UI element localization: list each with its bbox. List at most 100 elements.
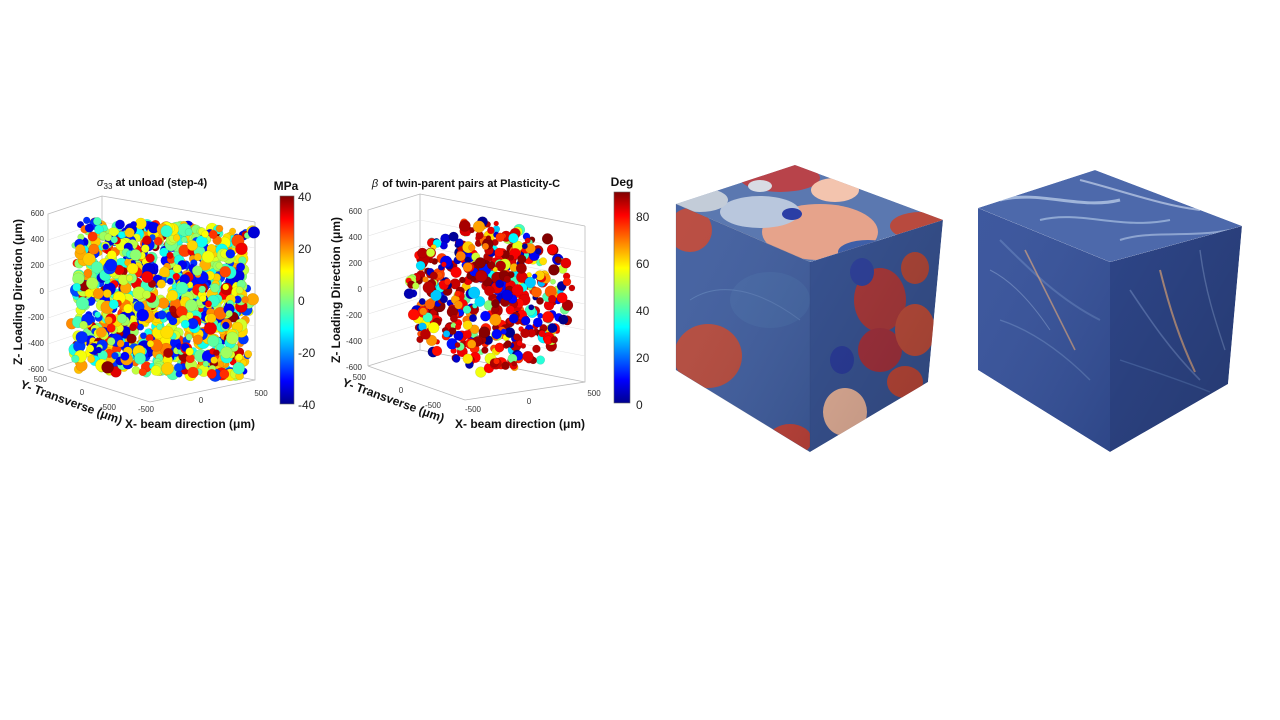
chart-2-point [483, 285, 495, 297]
chart-1-point [146, 340, 155, 348]
chart-2-title-text: of twin-parent pairs at Plasticity-C [382, 178, 560, 190]
chart-2-point [426, 248, 436, 258]
chart-2-point [458, 276, 466, 284]
chart-1-point [131, 366, 141, 375]
chart-2-point [511, 360, 518, 367]
chart-1-point [137, 323, 145, 331]
chart-2-point [511, 284, 524, 296]
chart-1-point [156, 323, 164, 331]
chart-1-point [71, 354, 80, 364]
chart-2-point [548, 294, 557, 304]
chart-2-point [449, 314, 458, 323]
chart-1-point [193, 253, 202, 262]
chart-1-point [173, 363, 183, 373]
chart-1-z-tick: 200 [31, 261, 45, 270]
chart-2-y-ticks: 500 0 -500 [353, 373, 442, 410]
chart-2-point [422, 312, 433, 323]
chart-1-point [83, 268, 93, 278]
chart-2-point [492, 266, 498, 273]
chart-2-z-tick: -200 [346, 311, 363, 320]
chart-2-point [468, 286, 481, 299]
chart-2-point [422, 276, 429, 283]
chart-2-point [467, 339, 477, 349]
chart-1-point [84, 288, 94, 298]
chart-2-point [455, 251, 466, 262]
chart-1-point [96, 326, 107, 338]
chart-1-title: σ33 at unload (step-4) [97, 177, 208, 191]
chart-1-point [136, 308, 149, 322]
chart-1-point [210, 283, 220, 293]
chart-1-point [106, 337, 116, 346]
chart-2-point [508, 313, 519, 324]
chart-1-point [163, 347, 174, 358]
chart-1-colorbar-gradient [279, 195, 295, 405]
chart-1-point [232, 362, 245, 375]
chart-2-point [558, 314, 569, 325]
chart-1-point [198, 285, 206, 294]
chart-1-point [86, 344, 95, 353]
chart-2-point [452, 354, 461, 363]
chart-2-point [493, 220, 499, 227]
chart-1-point [129, 323, 137, 332]
chart-1-point [102, 289, 112, 298]
chart-1-point [180, 319, 190, 329]
chart-2-point [561, 299, 574, 311]
chart-1-x-tick: 0 [199, 396, 204, 405]
chart-1-colorbar-tick: 40 [298, 190, 312, 204]
chart-1-point [117, 231, 126, 239]
chart-1-colorbar: MPa 40 20 0 -20 -40 [274, 179, 316, 412]
chart-1-point [94, 224, 104, 235]
chart-1-point [219, 369, 230, 380]
chart-2-point [546, 244, 558, 255]
chart-2-z-tick: 200 [349, 259, 363, 268]
chart-1-point [215, 262, 224, 270]
chart-1-point [157, 297, 170, 309]
chart-2-x-tick: 500 [587, 389, 601, 398]
chart-2-point [462, 353, 473, 364]
chart-2-point [450, 266, 462, 278]
chart-2-points [403, 216, 576, 378]
chart-2-point [536, 296, 544, 305]
chart-2-point [442, 330, 451, 338]
chart-2-point [462, 320, 473, 330]
chart-1-point [236, 262, 246, 272]
chart-1-point [219, 265, 231, 278]
chart-1-point [82, 216, 91, 225]
chart-2-colorbar-tick: 60 [636, 257, 650, 271]
chart-1-point [180, 236, 188, 243]
chart-2-point [481, 346, 489, 354]
chart-1-point [124, 227, 135, 238]
chart-1-point [139, 332, 147, 340]
chart-1-point [210, 356, 218, 364]
chart-2-point [547, 323, 558, 334]
chart-1-point [153, 236, 163, 246]
chart-1-point [160, 325, 174, 339]
chart-2-point [454, 300, 463, 310]
chart-2-point [462, 262, 473, 272]
chart-2-point [420, 328, 431, 340]
chart-1-point [106, 250, 117, 261]
chart-2-point [562, 277, 572, 287]
chart-2-point [430, 289, 442, 302]
chart-2-colorbar-tick: 0 [636, 398, 643, 412]
chart-1-point [104, 258, 118, 272]
chart-2-title-symbol: β [371, 178, 379, 190]
chart-2-colorbar-gradient [613, 191, 631, 404]
chart-2-colorbar-tick: 20 [636, 351, 650, 365]
chart-1-point [104, 316, 113, 325]
chart-1-point [206, 313, 217, 324]
chart-1-point [208, 229, 218, 239]
chart-2-point [532, 273, 538, 279]
chart-1-y-tick: -500 [100, 403, 117, 412]
grain-map-cube [675, 165, 943, 453]
chart-1-point [101, 360, 114, 374]
chart-1-point [84, 223, 94, 233]
chart-1-point [235, 286, 244, 294]
svg-text:βof twin-parent pairs at Plast: β of twin-parent pairs at Plasticity-C [371, 178, 560, 190]
chart-1-x-tick: -500 [138, 405, 155, 414]
chart-2-point [480, 310, 491, 322]
chart-2-z-tick: 600 [349, 207, 363, 216]
chart-1-colorbar-tick: 20 [298, 242, 312, 256]
chart-2-title: β of twin-parent pairs at Plasticity-C [371, 178, 560, 190]
chart-2-z-tick: -600 [346, 363, 363, 372]
